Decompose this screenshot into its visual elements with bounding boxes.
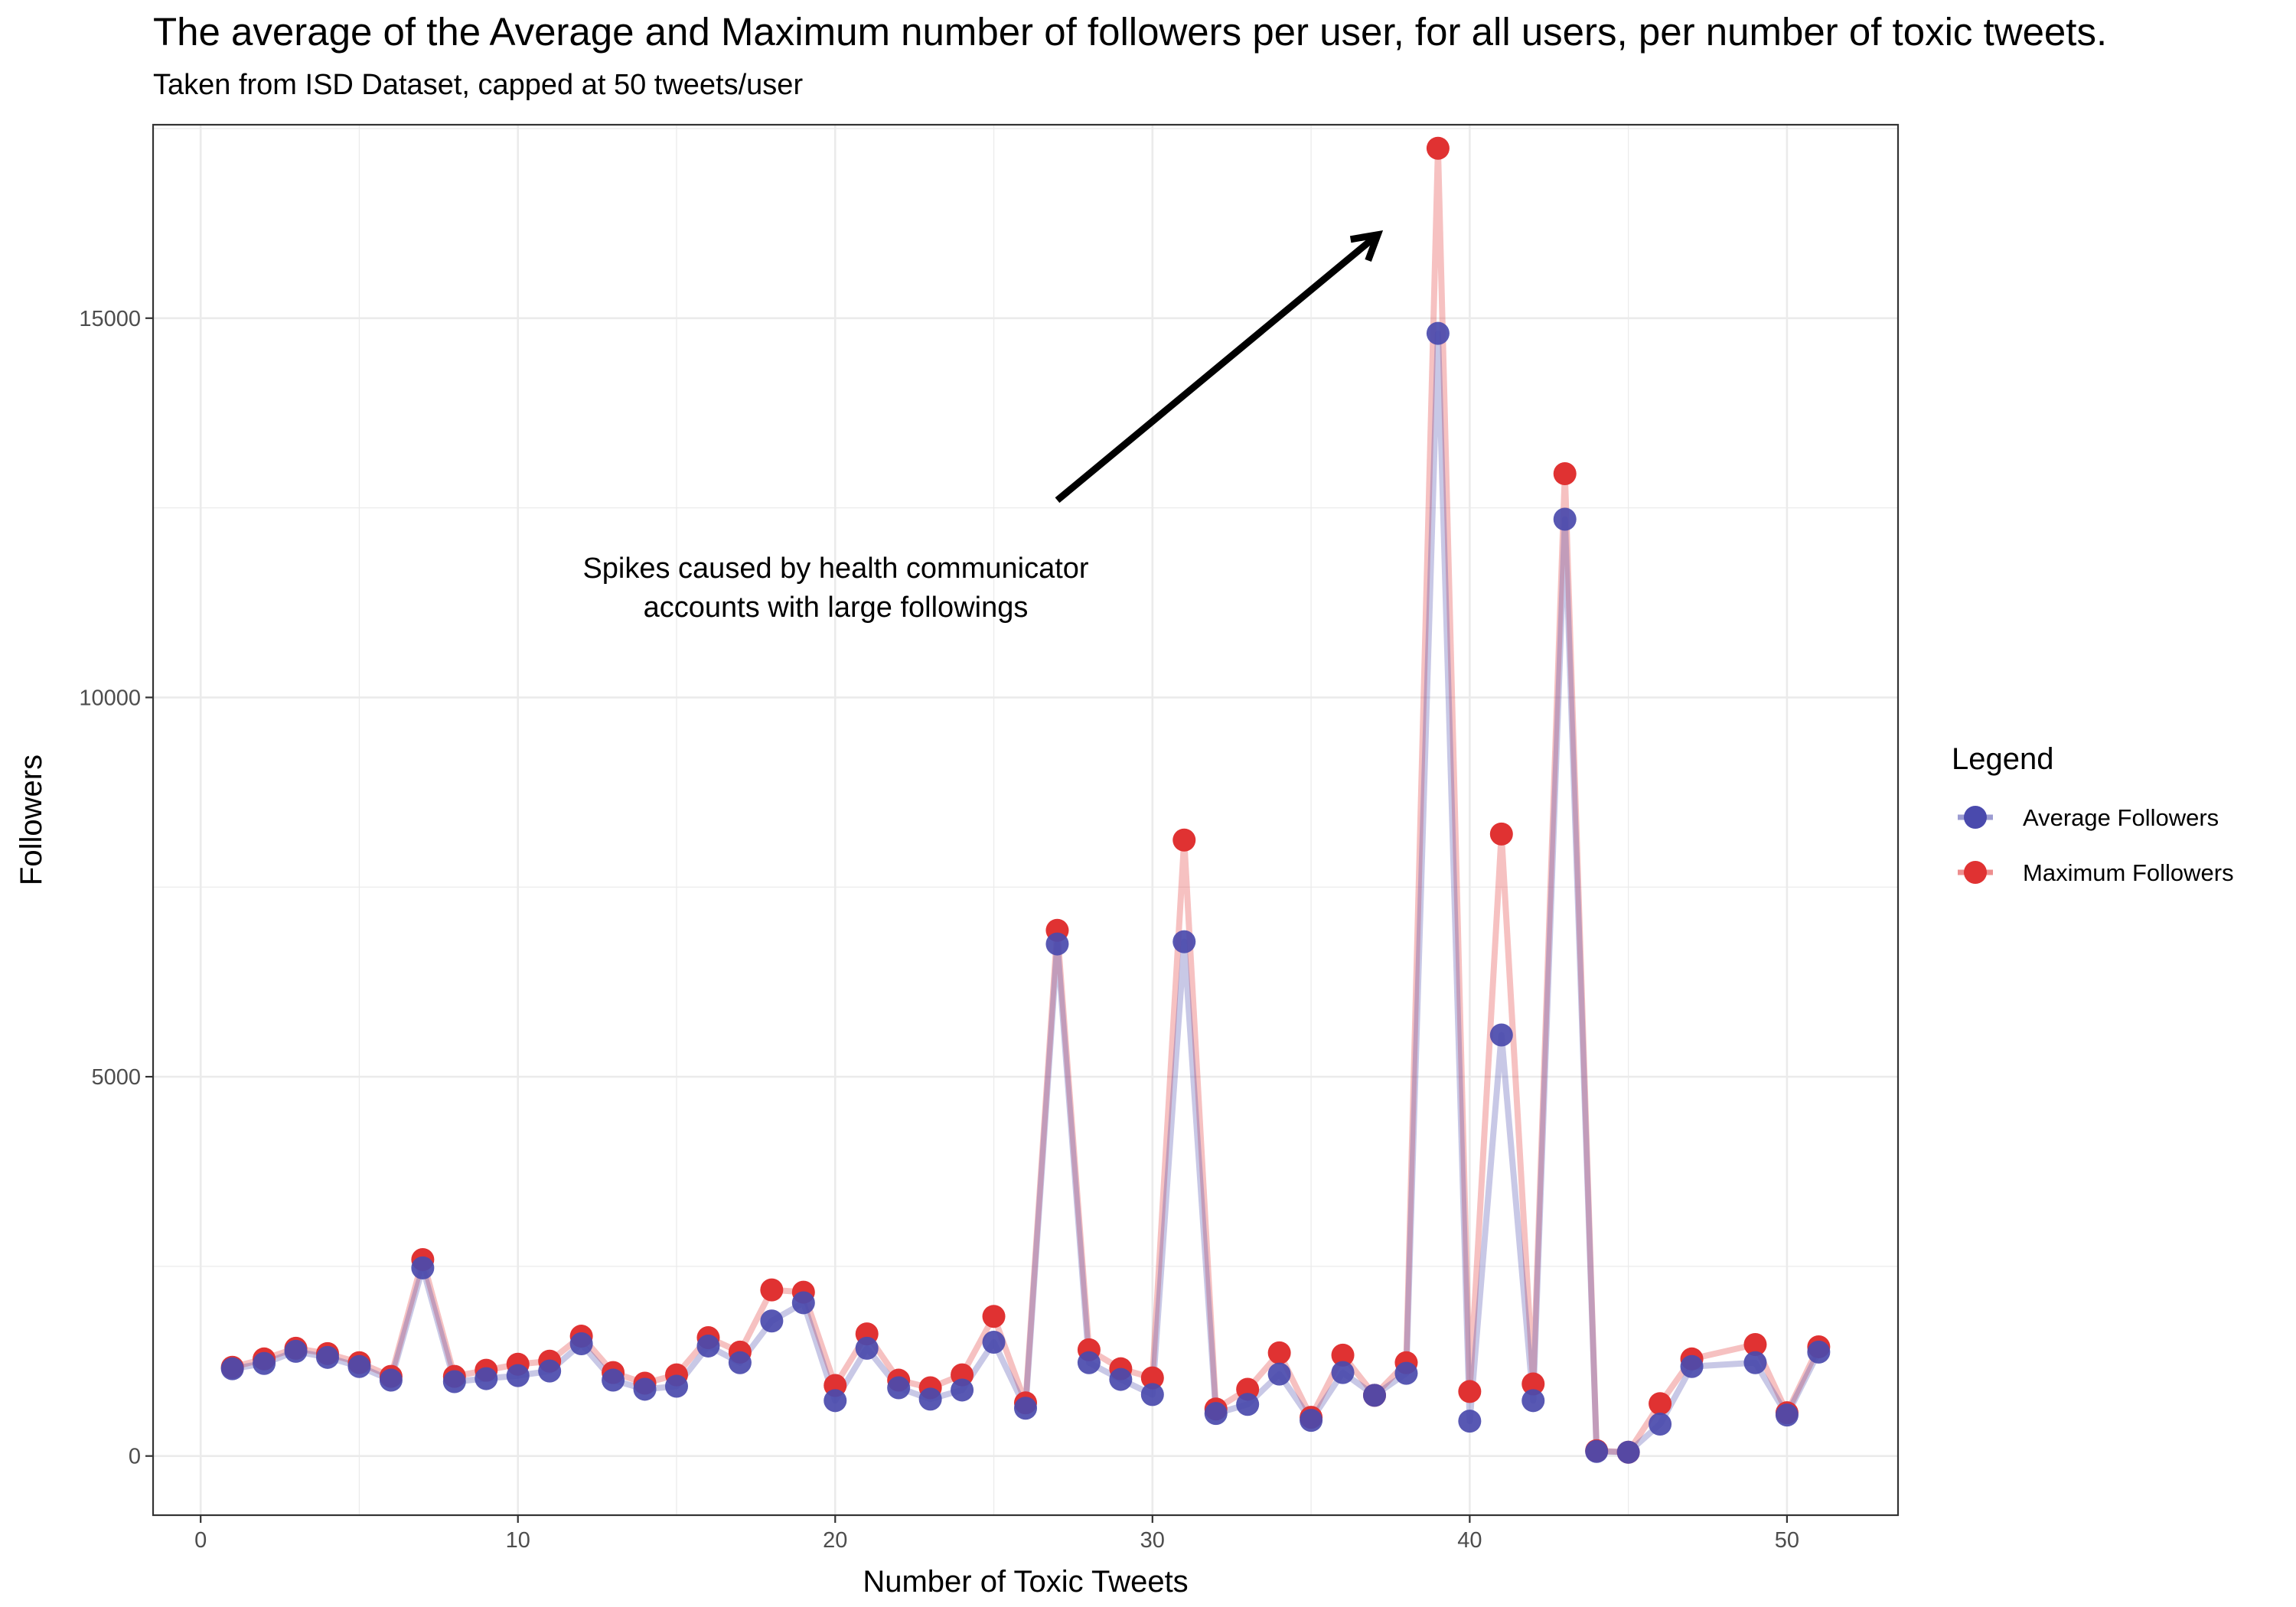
data-point-average [1014, 1397, 1037, 1420]
y-axis-title: Followers [15, 755, 48, 885]
data-point-average [951, 1378, 974, 1402]
data-point-maximum [1649, 1392, 1672, 1416]
data-point-average [1585, 1439, 1609, 1463]
y-tick-label: 10000 [79, 686, 141, 710]
annotation-line-1: Spikes caused by health communicator [582, 553, 1088, 585]
x-tick-label: 50 [1775, 1528, 1799, 1553]
data-point-average [1807, 1340, 1831, 1364]
data-point-average [1204, 1402, 1228, 1426]
data-point-average [1267, 1362, 1291, 1386]
plot-panel-background [153, 125, 1898, 1515]
data-point-maximum [1489, 822, 1513, 846]
data-point-average [855, 1336, 879, 1360]
data-point-average [1236, 1393, 1260, 1416]
data-point-average [1489, 1023, 1513, 1047]
data-point-average [887, 1376, 911, 1400]
data-point-maximum [1521, 1372, 1545, 1396]
major-gridlines [153, 125, 1898, 1515]
x-tick-label: 0 [194, 1528, 207, 1553]
data-point-average [1426, 321, 1450, 345]
data-point-maximum [1553, 461, 1577, 485]
legend-title: Legend [1952, 742, 2053, 776]
plot-panel-border [152, 123, 1900, 1517]
legend-label-average: Average Followers [2023, 804, 2219, 831]
data-point-average [1521, 1389, 1545, 1413]
data-point-average [1331, 1361, 1355, 1384]
data-point-average [1649, 1413, 1672, 1436]
data-point-average [411, 1256, 435, 1279]
data-point-average [379, 1368, 403, 1392]
x-tick-label: 10 [506, 1528, 530, 1553]
data-point-average [1077, 1351, 1101, 1374]
data-point-average [1616, 1440, 1640, 1464]
data-point-average [1775, 1403, 1799, 1427]
data-point-average [823, 1389, 847, 1413]
chart-subtitle: Taken from ISD Dataset, capped at 50 twe… [153, 69, 804, 101]
data-point-maximum [1743, 1332, 1767, 1356]
data-point-average [1300, 1409, 1323, 1433]
legend-label-maximum: Maximum Followers [2023, 859, 2234, 886]
data-point-average [665, 1374, 688, 1398]
data-point-average [1109, 1367, 1133, 1391]
x-axis-title: Number of Toxic Tweets [863, 1565, 1188, 1599]
legend-item-maximum: Maximum Followers [1958, 859, 2234, 886]
chart-title: The average of the Average and Maximum n… [153, 10, 2108, 54]
data-point-maximum [1172, 828, 1196, 852]
data-point-average [760, 1309, 784, 1333]
data-point-average [1363, 1384, 1386, 1407]
x-tick-label: 40 [1457, 1528, 1482, 1553]
y-tick-label: 5000 [91, 1065, 141, 1090]
data-point-average [602, 1368, 625, 1392]
data-point-average [506, 1364, 530, 1387]
annotation: Spikes caused by health communicator acc… [582, 230, 1384, 624]
minor-gridlines [153, 125, 1898, 1515]
data-point-average [1045, 932, 1069, 956]
data-point-maximum [1426, 136, 1450, 160]
data-point-average [791, 1291, 815, 1315]
x-tick-label: 20 [823, 1528, 847, 1553]
legend-item-average: Average Followers [1958, 804, 2219, 831]
data-point-average [1458, 1410, 1482, 1433]
data-point-maximum [982, 1305, 1006, 1328]
x-tick-label: 30 [1140, 1528, 1165, 1553]
data-point-maximum [1331, 1343, 1355, 1367]
annotation-arrow-head [1349, 230, 1384, 262]
data-point-average [253, 1351, 276, 1375]
data-point-average [1140, 1383, 1164, 1407]
data-point-average [316, 1345, 339, 1369]
data-point-average [1680, 1354, 1704, 1378]
data-point-average [347, 1354, 371, 1378]
data-point-average [538, 1359, 562, 1383]
data-point-average [633, 1377, 657, 1401]
legend-swatch-point-maximum [1964, 861, 1987, 884]
data-point-average [475, 1367, 498, 1390]
data-point-maximum [1458, 1380, 1482, 1403]
data-point-average [220, 1357, 244, 1380]
data-point-average [569, 1332, 593, 1355]
legend-swatch-point-average [1964, 806, 1987, 829]
data-point-average [1172, 930, 1196, 953]
data-point-average [1553, 507, 1577, 531]
data-point-average [982, 1330, 1006, 1354]
y-tick-label: 15000 [79, 307, 141, 331]
data-point-average [284, 1339, 308, 1363]
x-axis: 0 10 20 30 40 50 [194, 1515, 1799, 1553]
annotation-line-2: accounts with large followings [644, 592, 1029, 624]
data-point-average [696, 1334, 720, 1358]
y-tick-label: 0 [129, 1445, 141, 1469]
data-point-average [1394, 1361, 1418, 1385]
data-point-average [918, 1387, 942, 1411]
data-point-average [442, 1370, 466, 1393]
y-axis: 0 5000 10000 15000 [79, 307, 153, 1469]
data-point-maximum [1267, 1341, 1291, 1364]
data-point-average [728, 1351, 752, 1374]
data-point-average [1743, 1351, 1767, 1374]
legend: Legend Average Followers Maximum Followe… [1952, 742, 2234, 886]
data-point-maximum [1140, 1366, 1164, 1390]
annotation-arrow [1055, 232, 1381, 504]
series-points [220, 136, 1831, 1464]
data-point-maximum [760, 1278, 784, 1302]
